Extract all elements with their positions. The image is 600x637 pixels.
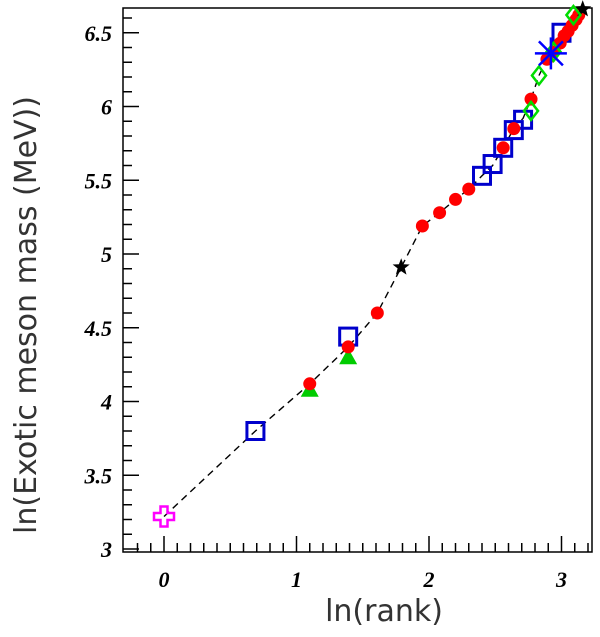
circle-marker [433, 206, 447, 220]
y-axis-title: ln(Exotic meson mass (MeV)) [9, 96, 44, 534]
x-tick-label: 1 [291, 567, 302, 592]
data-markers [152, 0, 592, 528]
circle-marker [507, 122, 521, 136]
circle-marker [462, 182, 476, 196]
circle-marker [370, 306, 384, 320]
square-marker [482, 154, 503, 175]
x-tick-label: 0 [159, 567, 170, 592]
circle-marker [449, 192, 462, 206]
circle-marker [524, 92, 538, 106]
y-tick-label: 4.5 [84, 316, 113, 341]
diamond-marker [530, 64, 548, 87]
y-axis-ticks: 3 3.5 4 4.5 5 5.5 6 6.5 [84, 17, 139, 562]
x-tick-label: 3 [555, 567, 567, 592]
fit-line [163, 8, 581, 518]
y-tick-label: 5.5 [85, 168, 113, 193]
cross-marker [152, 505, 176, 528]
asterisk-marker [538, 40, 564, 67]
circle-marker [496, 141, 510, 155]
y-tick-label: 3 [100, 537, 112, 562]
square-marker [472, 165, 492, 186]
diamond-marker [564, 4, 583, 27]
y-tick-label: 5 [101, 242, 112, 267]
x-axis-title: ln(rank) [325, 594, 443, 629]
circle-marker [341, 340, 355, 354]
square-marker [493, 137, 514, 158]
diamond-marker [522, 99, 540, 122]
y-tick-label: 4 [100, 390, 112, 415]
plot-frame [122, 7, 593, 553]
circle-marker [303, 377, 317, 391]
x-axis-ticks: 0 1 2 3 [136, 536, 589, 592]
triangle-marker [339, 348, 358, 365]
x-tick-label: 2 [423, 567, 435, 592]
y-tick-label: 6 [101, 95, 112, 120]
star-marker [574, 0, 592, 17]
y-tick-label: 3.5 [84, 463, 113, 488]
star-marker [392, 258, 410, 275]
diamond-marker [544, 40, 563, 63]
y-tick-label: 6.5 [85, 21, 113, 46]
circle-marker [415, 219, 429, 233]
square-marker [245, 421, 266, 441]
fit-line-layer [163, 8, 581, 518]
